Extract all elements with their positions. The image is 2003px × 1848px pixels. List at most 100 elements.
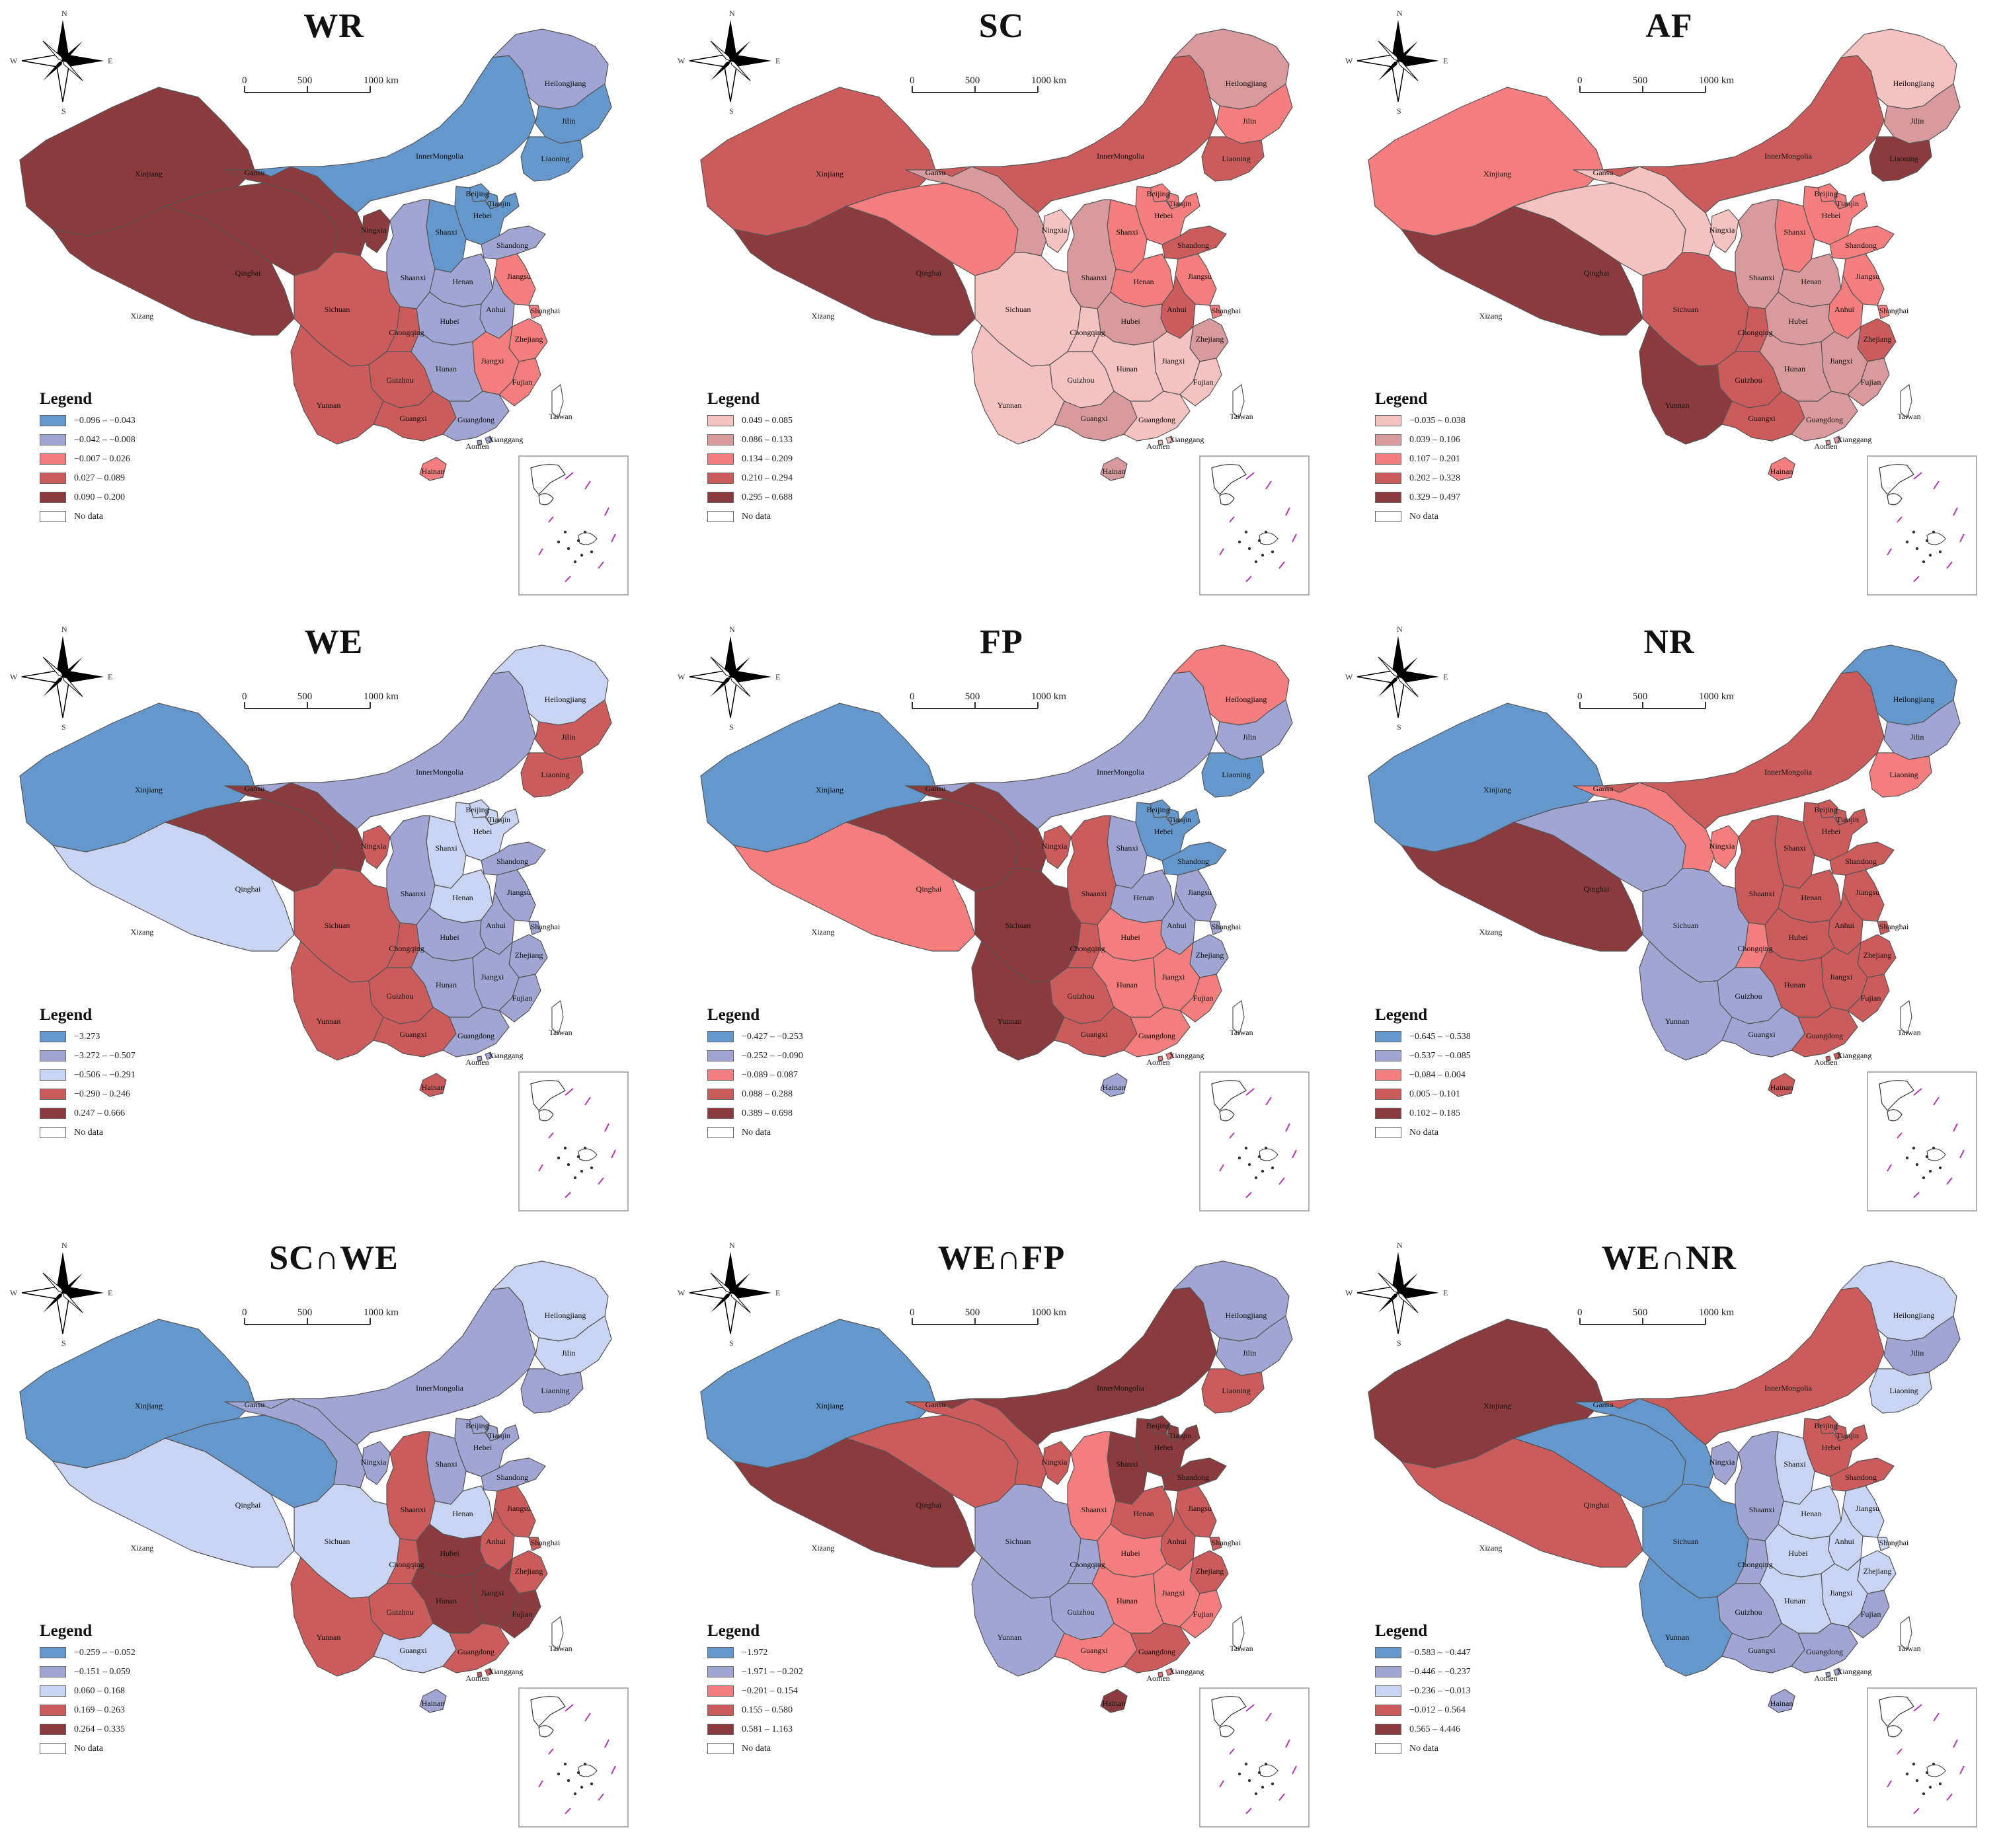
province-ningxia	[362, 209, 391, 253]
province-xizang	[733, 206, 976, 336]
scale-label: 500	[965, 75, 980, 86]
legend-title: Legend	[40, 390, 93, 408]
province-label: Hubei	[1788, 933, 1808, 942]
province-label: Heilongjiang	[545, 79, 586, 88]
legend-label: −0.201 – 0.154	[742, 1685, 798, 1696]
province-label: Ningxia	[1709, 1457, 1735, 1467]
legend-swatch	[1375, 1127, 1401, 1138]
compass-n-label: N	[1397, 625, 1403, 634]
china-map: N S E W 0 500 1000 km Xinjiang Xizang Qinghai Gans…	[1345, 9, 1977, 596]
legend-item: −0.583 – −0.447	[1375, 1643, 1471, 1662]
scale-bar: 0 500 1000 km	[242, 1307, 399, 1325]
compass-w-label: W	[678, 672, 686, 681]
province-label: Xinjiang	[1483, 169, 1511, 178]
province-label: Chongqing	[1737, 944, 1772, 953]
map-legend: Legend −0.645 – −0.538 −0.537 – −0.085 −0.0…	[1375, 1006, 1471, 1142]
compass-rose-icon: N S E W	[1345, 1241, 1448, 1348]
legend-label: 0.210 – 0.294	[742, 473, 793, 483]
province-label: Hebei	[473, 211, 492, 220]
legend-label: No data	[74, 511, 103, 521]
south-china-sea-inset	[1867, 1687, 1977, 1828]
province-label: Jiangxi	[481, 972, 504, 982]
south-china-sea-inset	[518, 1071, 629, 1212]
map-panel: SC∩WE N S E W 0 500 1000 km Xinjiang Xizang Qingha…	[0, 1232, 668, 1848]
legend-item: −0.236 – −0.013	[1375, 1681, 1471, 1701]
province-label: InnerMongolia	[416, 151, 464, 161]
province-label: Xizang	[1479, 1543, 1503, 1553]
province-label: Heilongjiang	[545, 1311, 586, 1320]
province-label: Guangdong	[1806, 1031, 1843, 1040]
province-aomen	[1158, 440, 1163, 445]
scale-bar: 0 500 1000 km	[1577, 691, 1734, 709]
province-label: Xinjiang	[816, 785, 844, 794]
province-label: Hubei	[1120, 933, 1140, 942]
province-label: Anhui	[486, 1537, 506, 1546]
province-label: Hunan	[1784, 364, 1805, 373]
province-taiwan	[1232, 1616, 1245, 1650]
province-label: Beijing	[465, 189, 489, 198]
province-label: Taiwan	[1230, 1028, 1253, 1037]
province-label: Fujian	[1861, 377, 1881, 387]
province-label: Guangxi	[1080, 414, 1108, 423]
map-legend: Legend −3.273 −3.272 – −0.507 −0.506 – −0.2…	[40, 1006, 136, 1142]
panel-title: SC	[978, 7, 1025, 45]
province-label: Jiangxi	[1162, 356, 1185, 366]
south-china-sea-inset	[1199, 1071, 1310, 1212]
province-label: Liaoning	[541, 1386, 569, 1395]
legend-item: 0.088 – 0.288	[707, 1085, 803, 1104]
province-label: Anhui	[486, 305, 506, 314]
province-taiwan	[1900, 1616, 1912, 1650]
compass-s-label: S	[1397, 1338, 1401, 1348]
province-label: Ningxia	[1042, 841, 1068, 851]
province-label: Shandong	[1177, 1473, 1209, 1482]
province-innermongolia	[254, 55, 536, 213]
province-label: Zhejiang	[1196, 334, 1224, 344]
legend-swatch	[707, 1666, 734, 1677]
province-label: Shandong	[1177, 241, 1209, 250]
province-xizang	[52, 822, 295, 952]
province-label: Hainan	[1770, 1083, 1793, 1092]
legend-swatch	[1375, 511, 1401, 522]
scale-label: 1000 km	[364, 1307, 399, 1318]
province-label: Taiwan	[1897, 1028, 1920, 1037]
province-label: Heilongjiang	[1226, 695, 1267, 704]
compass-w-label: W	[1345, 56, 1353, 65]
china-map: N S E W 0 500 1000 km Xinjiang Xizang Qinghai Gans…	[10, 625, 629, 1212]
province-label: Fujian	[1861, 993, 1881, 1003]
legend-swatch	[1375, 1705, 1401, 1716]
compass-e-label: E	[1443, 672, 1448, 681]
legend-label: −0.537 – −0.085	[1409, 1050, 1471, 1061]
province-label: Gansu	[1593, 1400, 1614, 1409]
legend-swatch	[707, 1685, 734, 1697]
province-label: Shanxi	[435, 227, 457, 237]
china-map: N S E W 0 500 1000 km Xinjiang Xizang Qinghai Gans…	[678, 9, 1310, 596]
province-label: Jiangxi	[1830, 356, 1853, 366]
province-fujian	[1179, 358, 1222, 406]
scale-label: 1000 km	[364, 75, 399, 86]
legend-swatch	[40, 434, 66, 445]
panel-title: WE	[304, 623, 364, 661]
province-jilin	[1216, 699, 1293, 760]
province-label: Hebei	[1154, 1443, 1173, 1452]
province-label: Xinjiang	[135, 169, 163, 178]
scale-label: 1000 km	[1699, 691, 1734, 702]
legend-item: No data	[1375, 1123, 1471, 1142]
province-label: Shaanxi	[1081, 889, 1107, 898]
province-innermongolia	[254, 1287, 536, 1445]
scale-bar: 0 500 1000 km	[242, 691, 399, 709]
province-label: Guangxi	[1080, 1030, 1108, 1039]
legend-swatch	[40, 1724, 66, 1735]
province-label: Gansu	[245, 784, 265, 793]
province-label: InnerMongolia	[1097, 151, 1145, 161]
province-label: Hainan	[422, 1083, 445, 1092]
province-label: Tianjin	[1836, 815, 1859, 824]
scale-bar: 0 500 1000 km	[910, 75, 1066, 93]
province-label: Beijing	[1814, 1421, 1837, 1430]
province-liaoning	[520, 1368, 584, 1414]
legend-label: 0.565 – 4.446	[1409, 1724, 1460, 1734]
province-label: Henan	[1801, 893, 1821, 902]
province-label: Zhejiang	[515, 334, 543, 344]
province-label: Sichuan	[1005, 305, 1031, 314]
province-label: Liaoning	[1889, 770, 1918, 779]
scale-label: 500	[297, 1307, 313, 1318]
